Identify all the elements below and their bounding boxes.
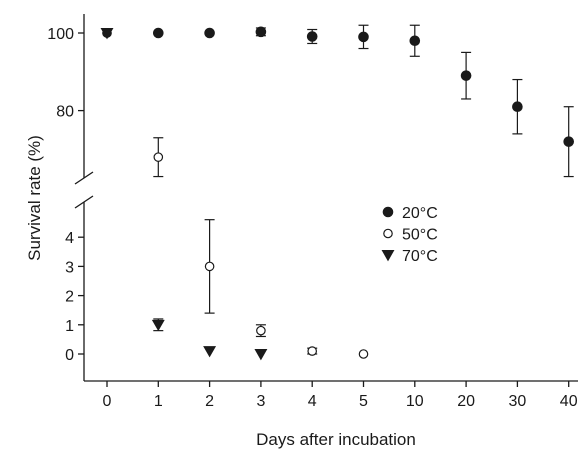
data-point <box>307 346 317 356</box>
data-point <box>512 101 523 113</box>
y-tick-label: 0 <box>65 347 74 364</box>
data-point <box>460 70 472 81</box>
x-tick-label: 2 <box>205 393 214 410</box>
legend-marker <box>383 228 393 239</box>
data-point <box>254 349 268 361</box>
data-point <box>204 261 215 272</box>
data-point <box>203 346 217 358</box>
data-point <box>409 35 421 47</box>
y-tick-label: 100 <box>47 26 74 43</box>
y-tick-label: 2 <box>65 289 74 306</box>
data-point <box>358 31 369 43</box>
x-tick-label: 30 <box>509 393 527 410</box>
x-tick-label: 0 <box>103 393 112 410</box>
data-point <box>358 349 369 359</box>
x-tick-label: 10 <box>406 393 424 410</box>
data-point <box>151 319 165 332</box>
axis-break-mark <box>74 171 94 185</box>
data-point <box>563 136 575 147</box>
x-tick-label: 3 <box>256 393 265 410</box>
y-tick-label: 3 <box>65 259 74 276</box>
legend-marker <box>381 250 395 262</box>
data-point <box>102 28 112 38</box>
y-tick-label: 1 <box>65 318 74 335</box>
data-point <box>306 31 318 42</box>
y-axis-title: Survival rate (%) <box>25 135 44 261</box>
y-tick-label: 80 <box>56 104 74 121</box>
x-tick-label: 4 <box>308 393 317 410</box>
x-tick-label: 40 <box>560 393 578 410</box>
axis-break-mark <box>74 195 94 209</box>
y-tick-label: 4 <box>65 230 74 247</box>
legend-label: 70°C <box>402 248 438 265</box>
legend-marker <box>382 206 394 218</box>
legend-label: 50°C <box>402 227 438 244</box>
x-tick-label: 1 <box>154 393 163 410</box>
x-tick-label: 20 <box>457 393 475 410</box>
x-tick-label: 5 <box>359 393 368 410</box>
data-point <box>153 27 164 39</box>
data-point <box>204 27 215 39</box>
legend-label: 20°C <box>402 205 438 222</box>
data-point <box>153 152 164 162</box>
data-point <box>256 325 266 336</box>
x-axis-title: Days after incubation <box>256 430 416 449</box>
data-point <box>255 26 267 38</box>
